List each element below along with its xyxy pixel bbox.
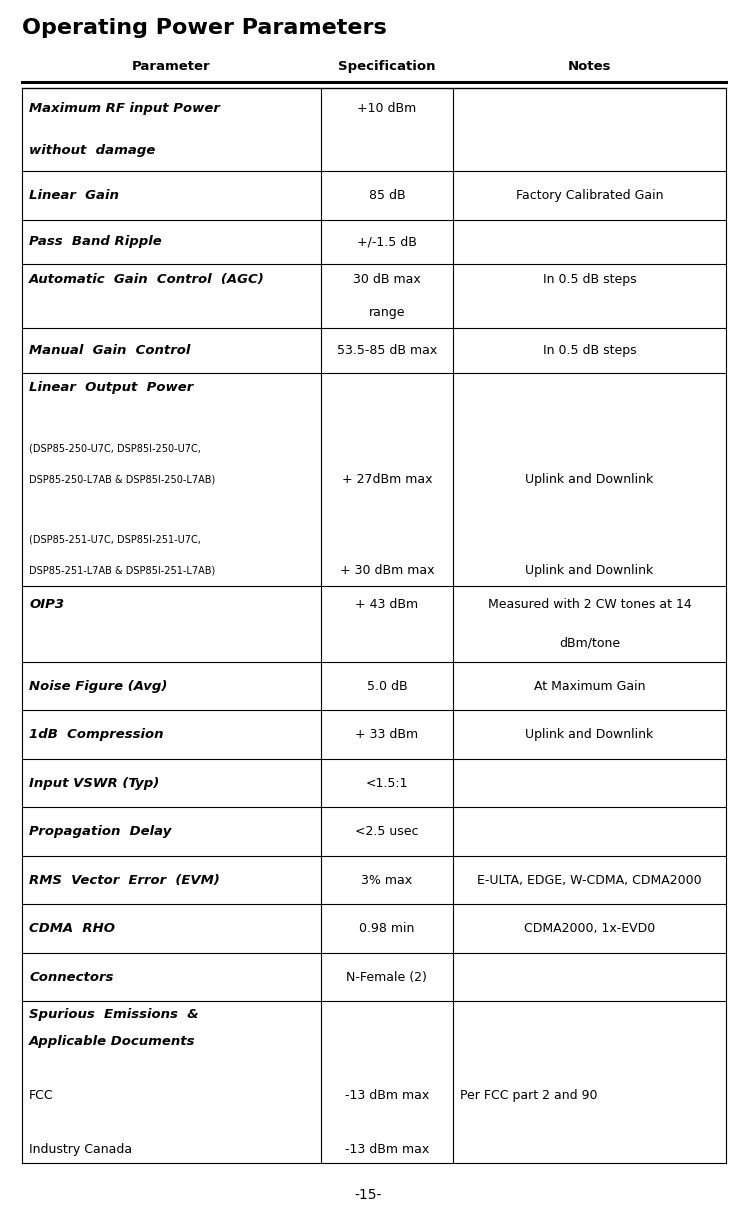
Text: RMS  Vector  Error  (EVM): RMS Vector Error (EVM) [29,873,220,887]
Text: DSP85-251-L7AB & DSP85I-251-L7AB): DSP85-251-L7AB & DSP85I-251-L7AB) [29,565,215,575]
Text: (DSP85-250-U7C, DSP85I-250-U7C,: (DSP85-250-U7C, DSP85I-250-U7C, [29,444,201,454]
Text: Industry Canada: Industry Canada [29,1144,132,1156]
Text: In 0.5 dB steps: In 0.5 dB steps [542,344,637,357]
Text: 30 dB max: 30 dB max [353,274,421,286]
Text: dBm/tone: dBm/tone [559,636,620,649]
Text: E-ULTA, EDGE, W-CDMA, CDMA2000: E-ULTA, EDGE, W-CDMA, CDMA2000 [478,873,702,887]
Text: N-Female (2): N-Female (2) [346,971,427,983]
Text: Per FCC part 2 and 90: Per FCC part 2 and 90 [460,1090,598,1102]
Text: In 0.5 dB steps: In 0.5 dB steps [542,274,637,286]
Text: CDMA  RHO: CDMA RHO [29,922,115,936]
Text: Factory Calibrated Gain: Factory Calibrated Gain [516,190,663,202]
Text: Measured with 2 CW tones at 14: Measured with 2 CW tones at 14 [488,598,691,612]
Text: without  damage: without damage [29,144,156,157]
Text: range: range [368,306,405,319]
Text: -15-: -15- [354,1188,383,1202]
Text: Spurious  Emissions  &: Spurious Emissions & [29,1008,199,1021]
Text: Uplink and Downlink: Uplink and Downlink [525,728,654,741]
Text: 3% max: 3% max [361,873,413,887]
Text: 1dB  Compression: 1dB Compression [29,728,164,741]
Text: +10 dBm: +10 dBm [357,102,416,115]
Text: + 30 dBm max: + 30 dBm max [340,564,434,577]
Text: 5.0 dB: 5.0 dB [366,680,408,692]
Text: Maximum RF input Power: Maximum RF input Power [29,102,220,115]
Text: Linear  Gain: Linear Gain [29,190,119,202]
Text: -13 dBm max: -13 dBm max [345,1090,429,1102]
Text: Automatic  Gain  Control  (AGC): Automatic Gain Control (AGC) [29,274,265,286]
Text: -13 dBm max: -13 dBm max [345,1144,429,1156]
Text: (DSP85-251-U7C, DSP85I-251-U7C,: (DSP85-251-U7C, DSP85I-251-U7C, [29,534,201,545]
Text: Notes: Notes [567,60,612,73]
Text: Propagation  Delay: Propagation Delay [29,826,172,838]
Text: <1.5:1: <1.5:1 [366,777,408,790]
Text: Operating Power Parameters: Operating Power Parameters [22,18,387,38]
Text: Uplink and Downlink: Uplink and Downlink [525,564,654,577]
Text: DSP85-250-L7AB & DSP85I-250-L7AB): DSP85-250-L7AB & DSP85I-250-L7AB) [29,475,215,484]
Text: FCC: FCC [29,1090,54,1102]
Text: Applicable Documents: Applicable Documents [29,1036,195,1048]
Text: +/-1.5 dB: +/-1.5 dB [357,235,417,248]
Text: OIP3: OIP3 [29,598,64,612]
Text: <2.5 usec: <2.5 usec [355,826,419,838]
Text: 0.98 min: 0.98 min [359,922,415,936]
Text: Pass  Band Ripple: Pass Band Ripple [29,235,162,248]
Text: 53.5-85 dB max: 53.5-85 dB max [337,344,437,357]
Text: At Maximum Gain: At Maximum Gain [534,680,646,692]
Text: Linear  Output  Power: Linear Output Power [29,382,193,394]
Text: Noise Figure (Avg): Noise Figure (Avg) [29,680,167,692]
Text: + 33 dBm: + 33 dBm [355,728,419,741]
Text: Input VSWR (Typ): Input VSWR (Typ) [29,777,159,790]
Text: 85 dB: 85 dB [368,190,405,202]
Text: Uplink and Downlink: Uplink and Downlink [525,472,654,486]
Text: + 43 dBm: + 43 dBm [355,598,419,612]
Text: Connectors: Connectors [29,971,113,983]
Text: CDMA2000, 1x-EVD0: CDMA2000, 1x-EVD0 [524,922,655,936]
Text: + 27dBm max: + 27dBm max [342,472,432,486]
Text: Parameter: Parameter [132,60,211,73]
Text: Manual  Gain  Control: Manual Gain Control [29,344,190,357]
Text: Specification: Specification [338,60,436,73]
